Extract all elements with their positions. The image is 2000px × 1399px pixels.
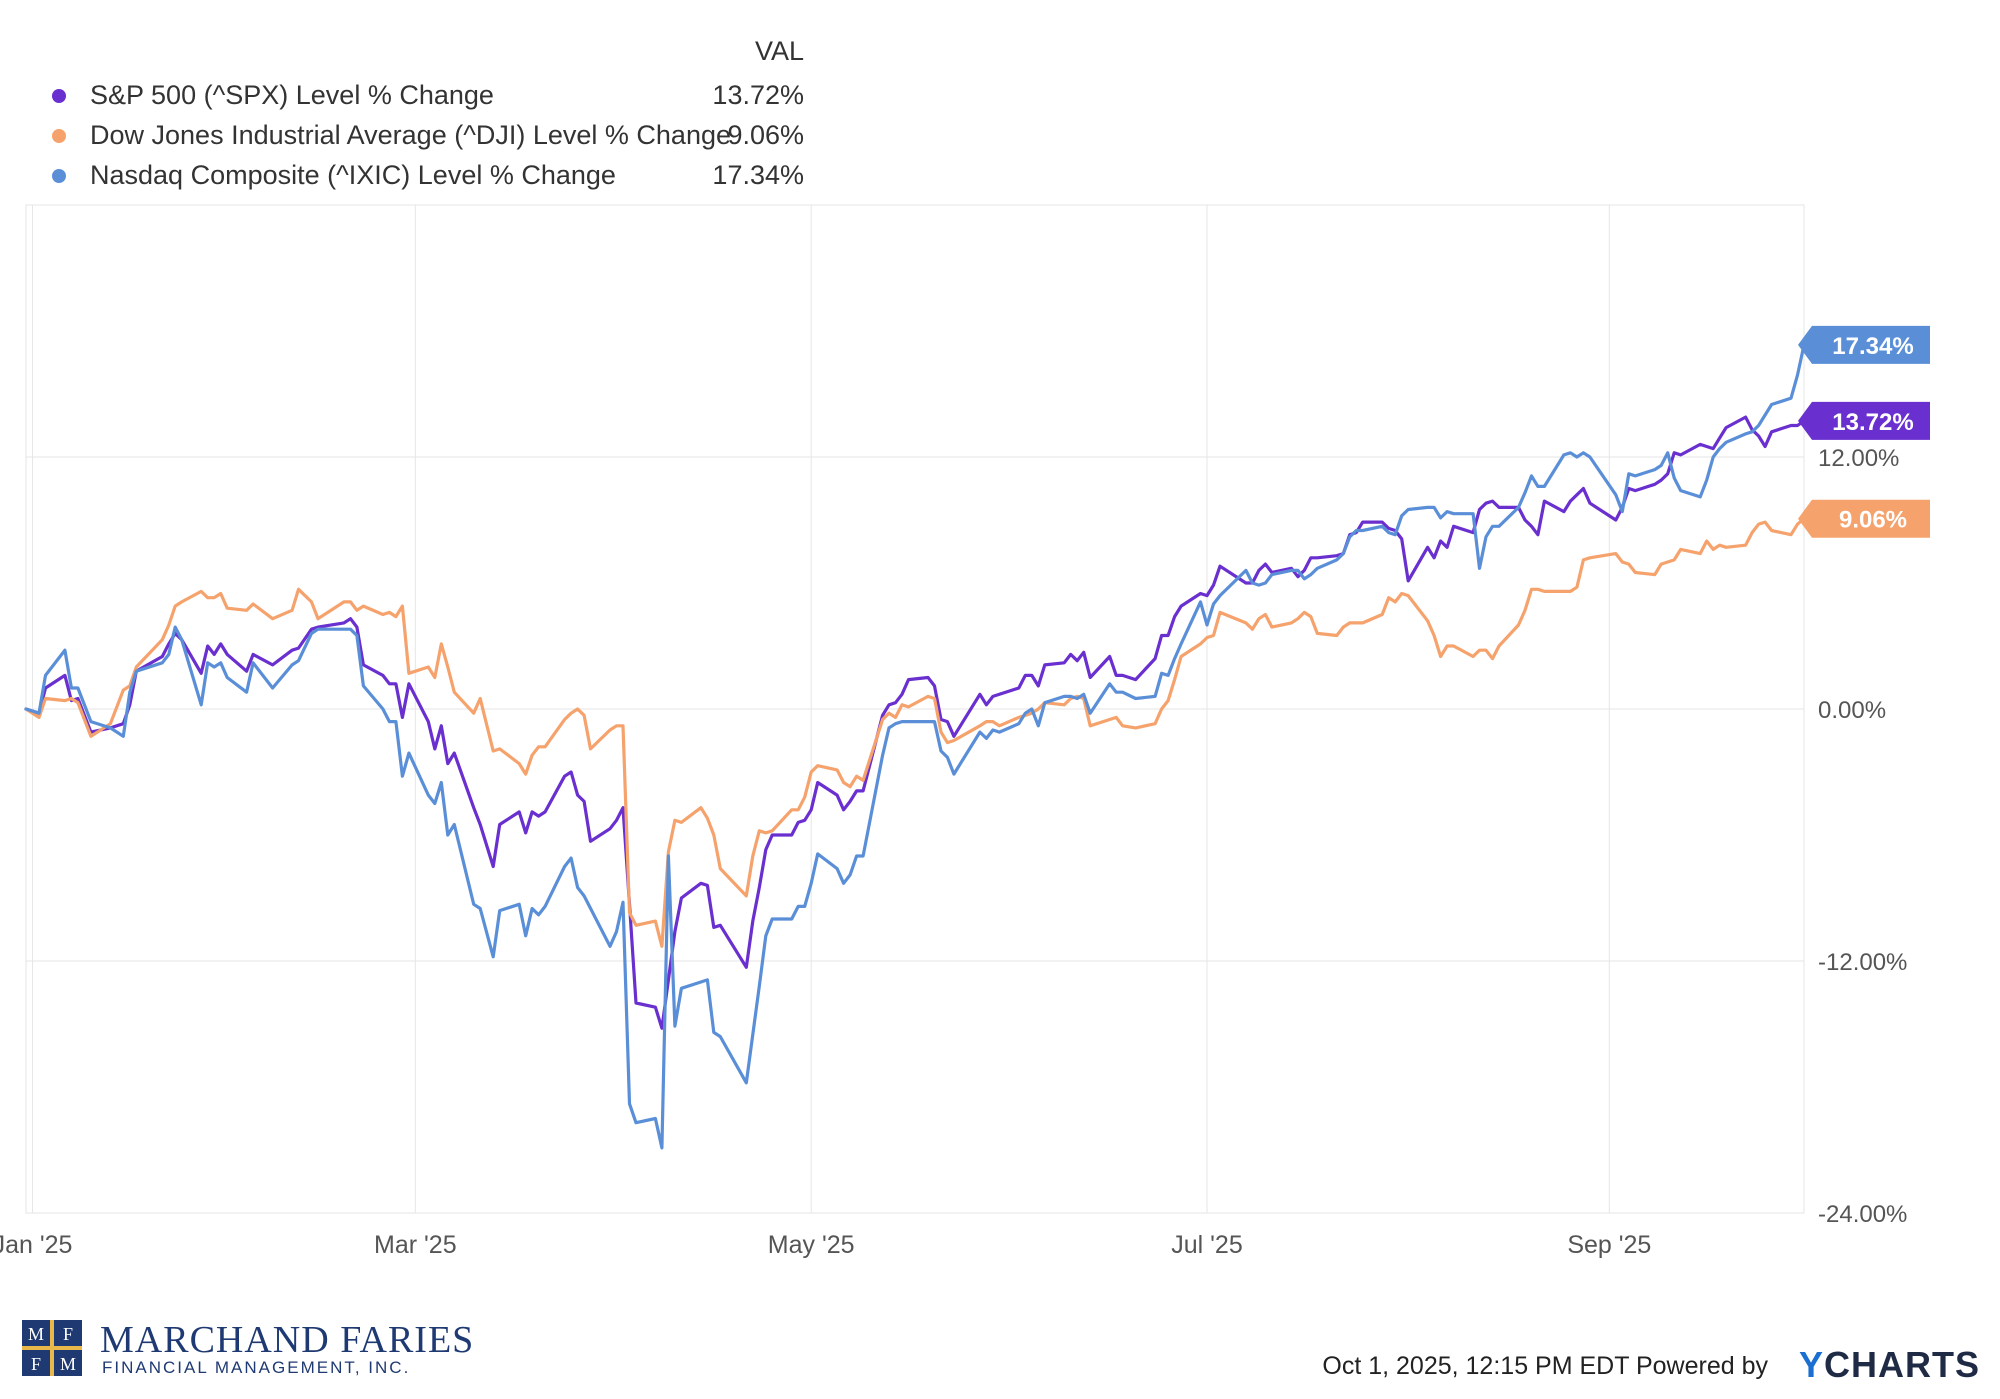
logo-company-name: MARCHAND FARIES [100, 1319, 475, 1361]
logo-letter: F [31, 1354, 41, 1374]
ycharts-brand-y: Y [1798, 1344, 1824, 1385]
series-line-0 [24, 415, 1806, 1030]
end-value-label: 17.34% [1832, 333, 1913, 360]
y-tick-label: -12.00% [1818, 949, 1907, 976]
ixic-dot-icon [52, 169, 66, 183]
y-tick-label: 12.00% [1818, 445, 1899, 472]
y-tick-label: -24.00% [1818, 1201, 1907, 1228]
logo-mark-icon: M F F M [22, 1320, 82, 1376]
x-tick-label: Jan '25 [0, 1231, 72, 1259]
end-value-badge [1798, 401, 1930, 440]
end-value-label: 13.72% [1832, 409, 1913, 436]
series-line-2 [24, 343, 1806, 1150]
legend-item-label: Dow Jones Industrial Average (^DJI) Leve… [90, 120, 731, 150]
logo-letter: F [63, 1324, 73, 1344]
dji-dot-icon [52, 129, 66, 143]
legend-item-ixic[interactable]: Nasdaq Composite (^IXIC) Level % Change … [48, 156, 808, 196]
legend-item-label: S&P 500 (^SPX) Level % Change [90, 80, 494, 110]
end-value-badge [1798, 325, 1930, 364]
legend-item-value: 17.34% [712, 160, 804, 190]
footer-timestamp: Oct 1, 2025, 12:15 PM EDT Powered by [1322, 1352, 1768, 1380]
legend-item-label: Nasdaq Composite (^IXIC) Level % Change [90, 160, 616, 190]
series-line-1 [24, 517, 1806, 948]
logo-letter: M [28, 1324, 44, 1344]
end-value-label: 9.06% [1839, 507, 1907, 534]
legend-item-dji[interactable]: Dow Jones Industrial Average (^DJI) Leve… [48, 116, 808, 156]
legend-value-header: VAL [754, 36, 804, 66]
legend-item-spx[interactable]: S&P 500 (^SPX) Level % Change 13.72% [48, 76, 808, 116]
legend-item-value: 9.06% [727, 120, 804, 150]
x-tick-label: May '25 [768, 1231, 855, 1259]
ycharts-brand-rest: CHARTS [1824, 1344, 1980, 1385]
x-tick-label: Jul '25 [1171, 1231, 1242, 1259]
y-tick-label: 0.00% [1818, 697, 1886, 724]
line-chart[interactable]: 12.00% 0.00% -12.00% -24.00% Jan '25 Mar '25 M… [0, 0, 2000, 1300]
logo-company-subtitle: FINANCIAL MANAGEMENT, INC. [102, 1358, 411, 1377]
logo-letter: M [60, 1354, 76, 1374]
ycharts-brand[interactable]: YCHARTS [1799, 1344, 1980, 1386]
spx-dot-icon [52, 89, 66, 103]
company-logo: M F F M MARCHAND FARIES FINANCIAL MANAGE… [22, 1318, 482, 1378]
x-tick-label: Mar '25 [374, 1231, 457, 1259]
legend-item-value: 13.72% [712, 80, 804, 110]
x-tick-label: Sep '25 [1567, 1231, 1651, 1259]
end-value-badge [1798, 499, 1930, 538]
